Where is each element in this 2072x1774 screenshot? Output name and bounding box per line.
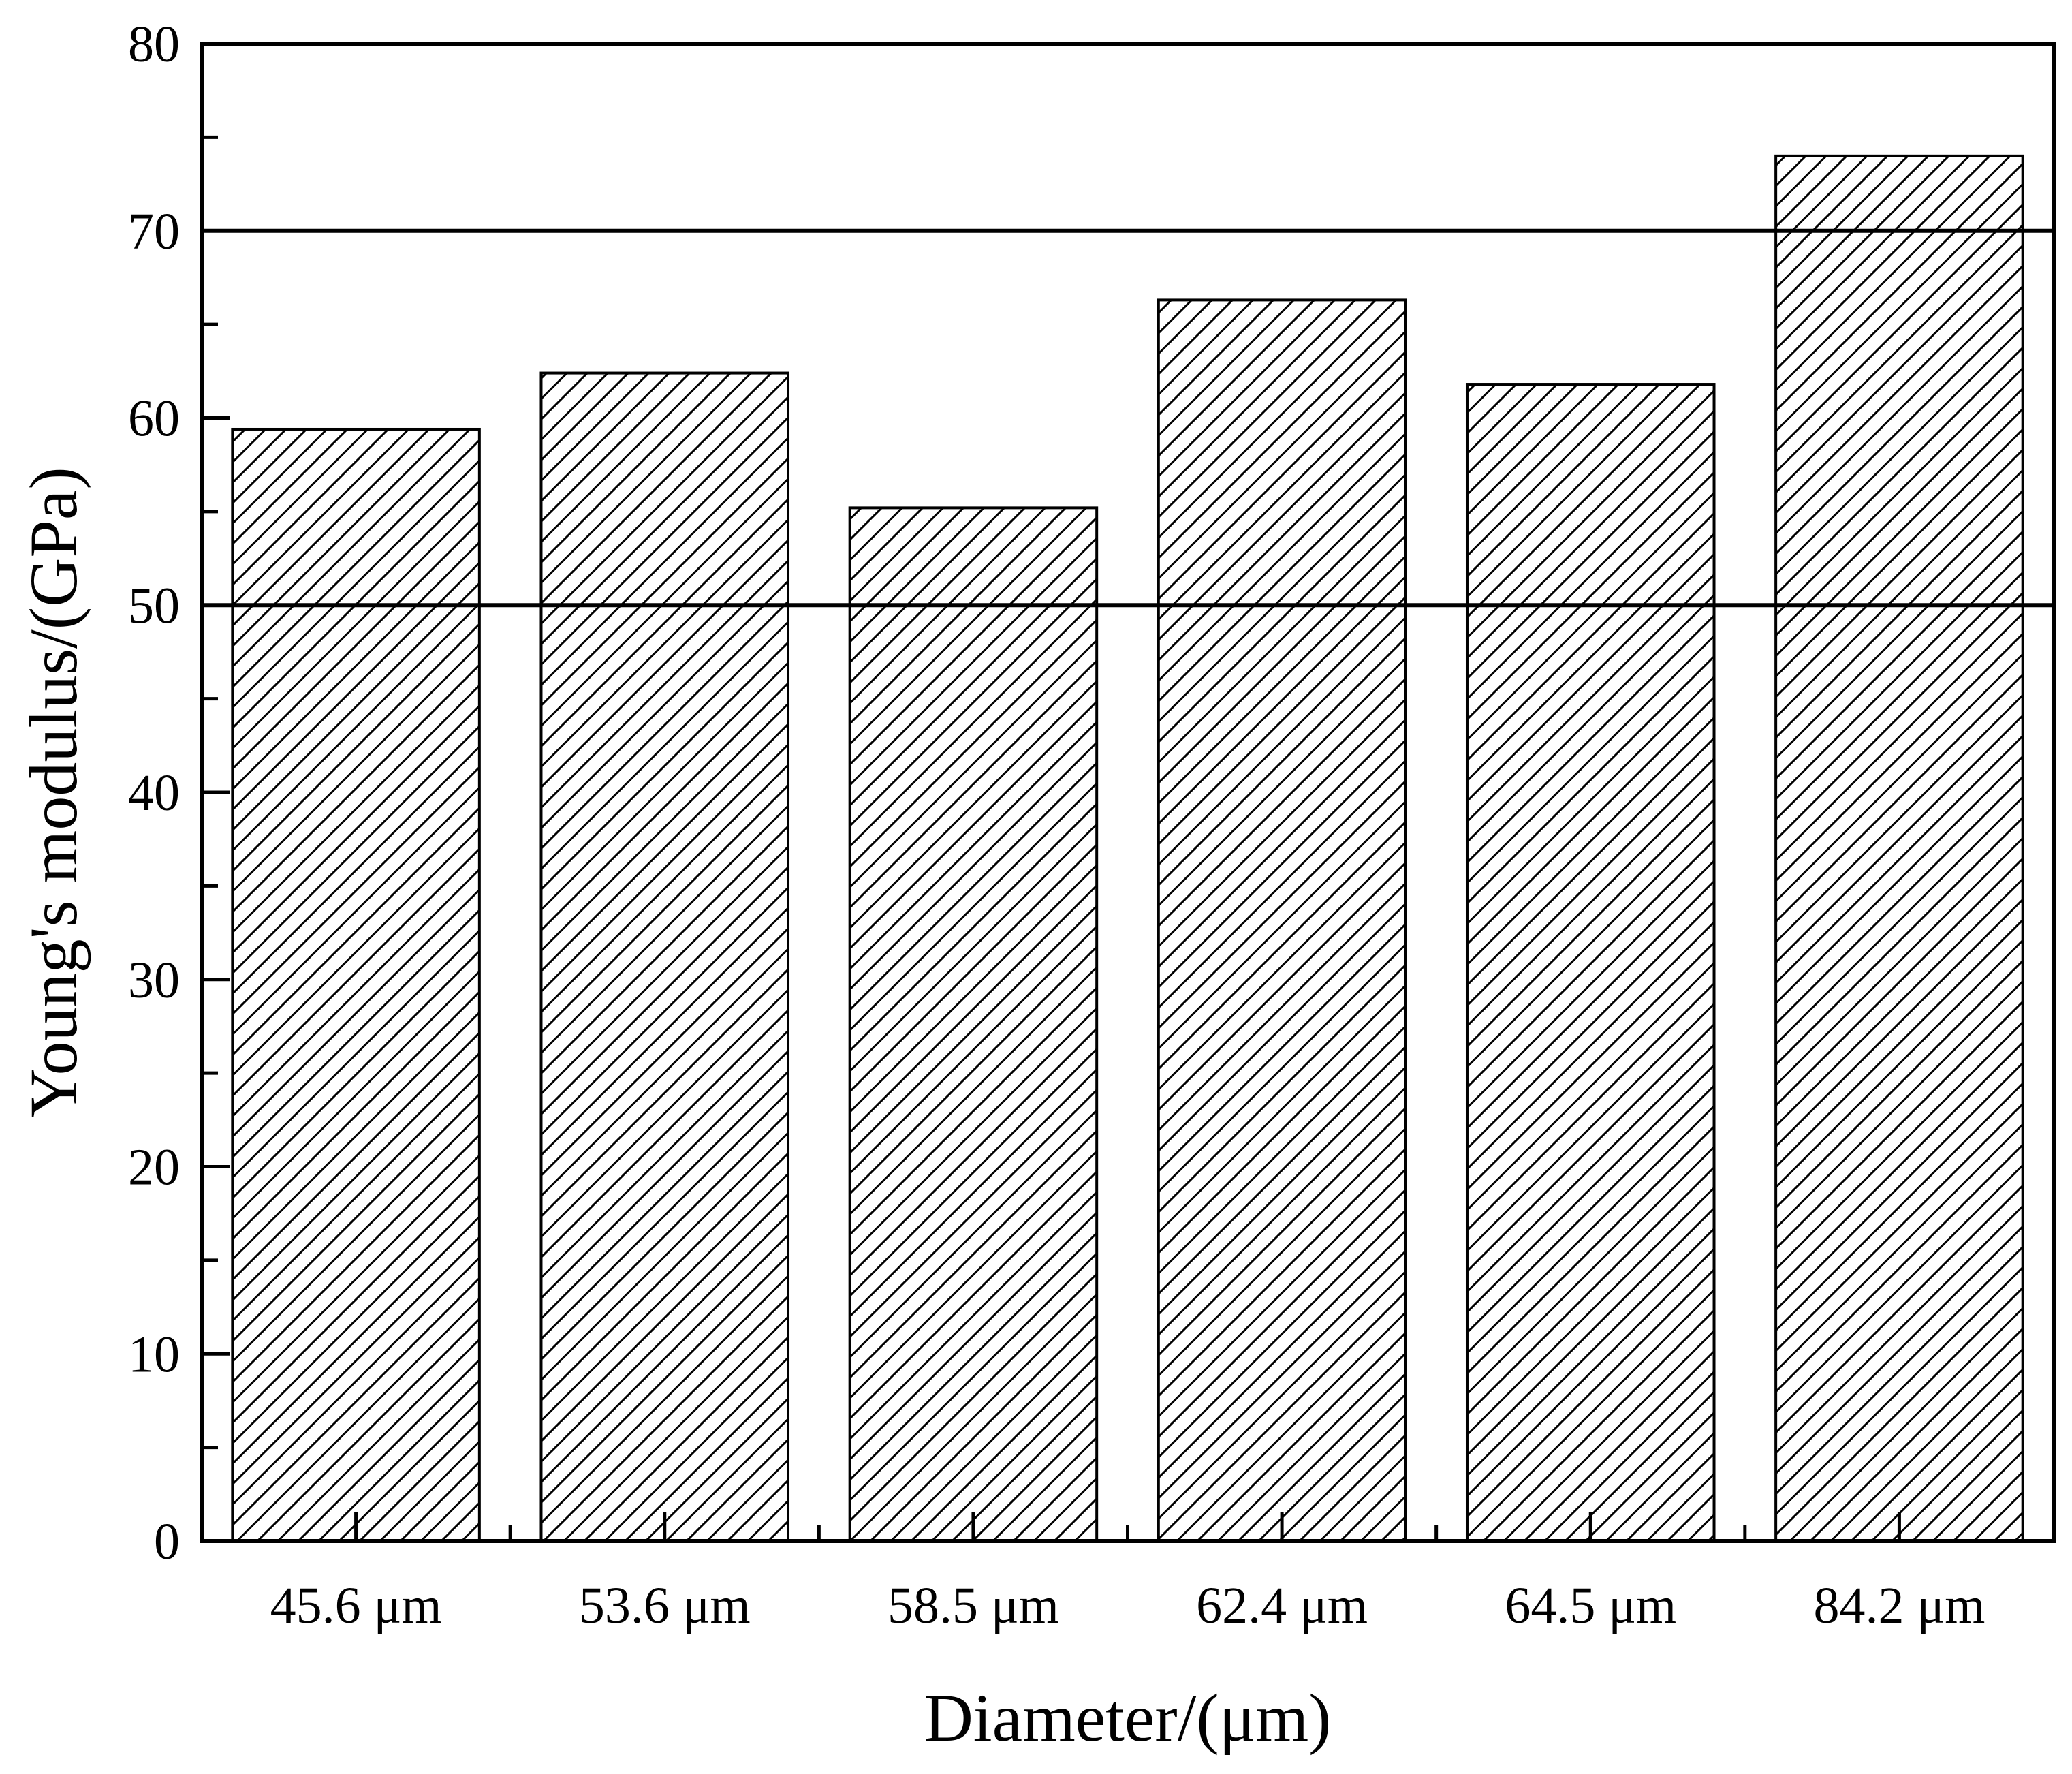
reference-lines-layer <box>202 228 2054 608</box>
y-tick-label: 10 <box>128 1326 180 1383</box>
ticks-layer <box>202 42 1901 1543</box>
x-tick-label: 64.5 μm <box>1505 1577 1676 1634</box>
y-tick-label: 60 <box>128 390 180 448</box>
y-tick-label: 80 <box>128 16 180 73</box>
y-tick-label: 40 <box>128 764 180 822</box>
x-tick-label: 53.6 μm <box>579 1577 751 1634</box>
bar <box>1157 298 1407 1543</box>
tick-labels-layer: 45.6 μm 53.6 μm 58.5 μm 62.4 μm 64.5 μm 84.2 … <box>128 16 1985 1634</box>
y-tick-label: 30 <box>128 952 180 1009</box>
bar <box>1465 383 1716 1542</box>
bars-layer <box>231 154 2024 1543</box>
y-axis-title: Young's modulus/(GPa) <box>16 467 91 1117</box>
bar <box>848 506 1099 1542</box>
y-tick-label: 50 <box>128 577 180 634</box>
x-tick-label: 45.6 μm <box>270 1577 442 1634</box>
bar <box>539 371 790 1542</box>
y-tick-label: 0 <box>154 1513 180 1570</box>
x-tick-label: 62.4 μm <box>1196 1577 1368 1634</box>
y-tick-label: 20 <box>128 1139 180 1196</box>
y-tick-label: 70 <box>128 203 180 260</box>
x-tick-label: 58.5 μm <box>888 1577 1059 1634</box>
x-tick-label: 84.2 μm <box>1813 1577 1985 1634</box>
bar <box>231 427 481 1542</box>
bar <box>1774 154 2024 1543</box>
x-axis-title: Diameter/(μm) <box>924 1680 1332 1756</box>
